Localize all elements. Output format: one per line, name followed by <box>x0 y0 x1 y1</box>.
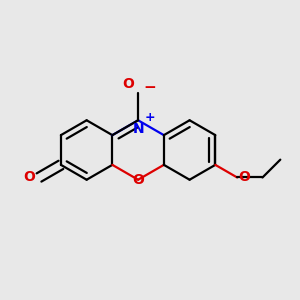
Text: O: O <box>239 170 250 184</box>
Text: N: N <box>132 122 144 136</box>
Text: −: − <box>143 80 156 95</box>
Text: +: + <box>145 111 155 124</box>
Text: O: O <box>123 77 134 92</box>
Text: O: O <box>132 173 144 187</box>
Text: O: O <box>24 170 35 184</box>
